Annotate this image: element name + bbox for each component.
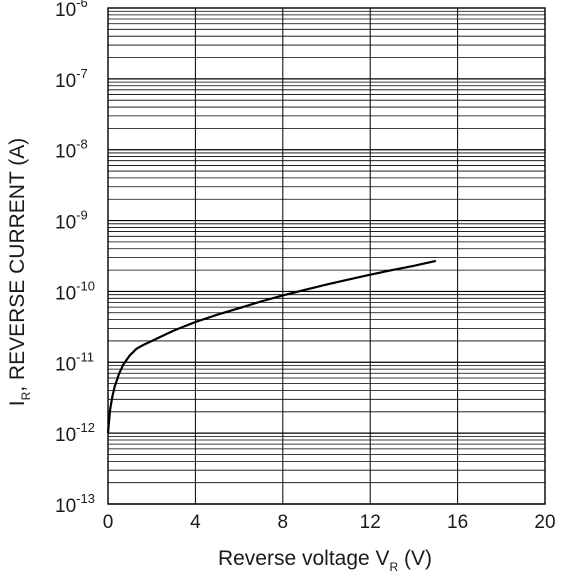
x-axis-title: Reverse voltage VR (V) <box>218 547 432 574</box>
y-tick-label: 10-7 <box>55 66 88 92</box>
plot-frame <box>107 7 546 505</box>
y-tick-label: 10-12 <box>55 420 95 446</box>
y-tick-label: 10-9 <box>55 208 88 234</box>
x-tick-label: 12 <box>360 512 381 533</box>
y-tick-label: 10-6 <box>55 0 88 21</box>
x-tick-label: 20 <box>534 512 555 533</box>
y-tick-label: 10-13 <box>55 491 95 517</box>
series-layer <box>106 259 437 434</box>
x-tick-label: 8 <box>278 512 289 533</box>
y-axis-title: IR, REVERSE CURRENT (A) <box>6 138 33 407</box>
y-tick-label: 10-11 <box>55 349 94 375</box>
x-tick-label: 16 <box>447 512 468 533</box>
y-tick-label: 10-8 <box>55 137 88 163</box>
series-line <box>106 259 437 434</box>
grid <box>107 8 546 505</box>
x-tick-label: 4 <box>190 512 201 533</box>
x-tick-labels: 0 4 8 12 16 20 <box>103 512 556 533</box>
y-tick-labels: 10-13 10-12 10-11 10-10 10-9 10-8 10-7 10-6 <box>55 0 95 517</box>
x-tick-label: 0 <box>103 512 114 533</box>
plot-border <box>107 7 546 505</box>
y-tick-label: 10-10 <box>55 278 95 304</box>
